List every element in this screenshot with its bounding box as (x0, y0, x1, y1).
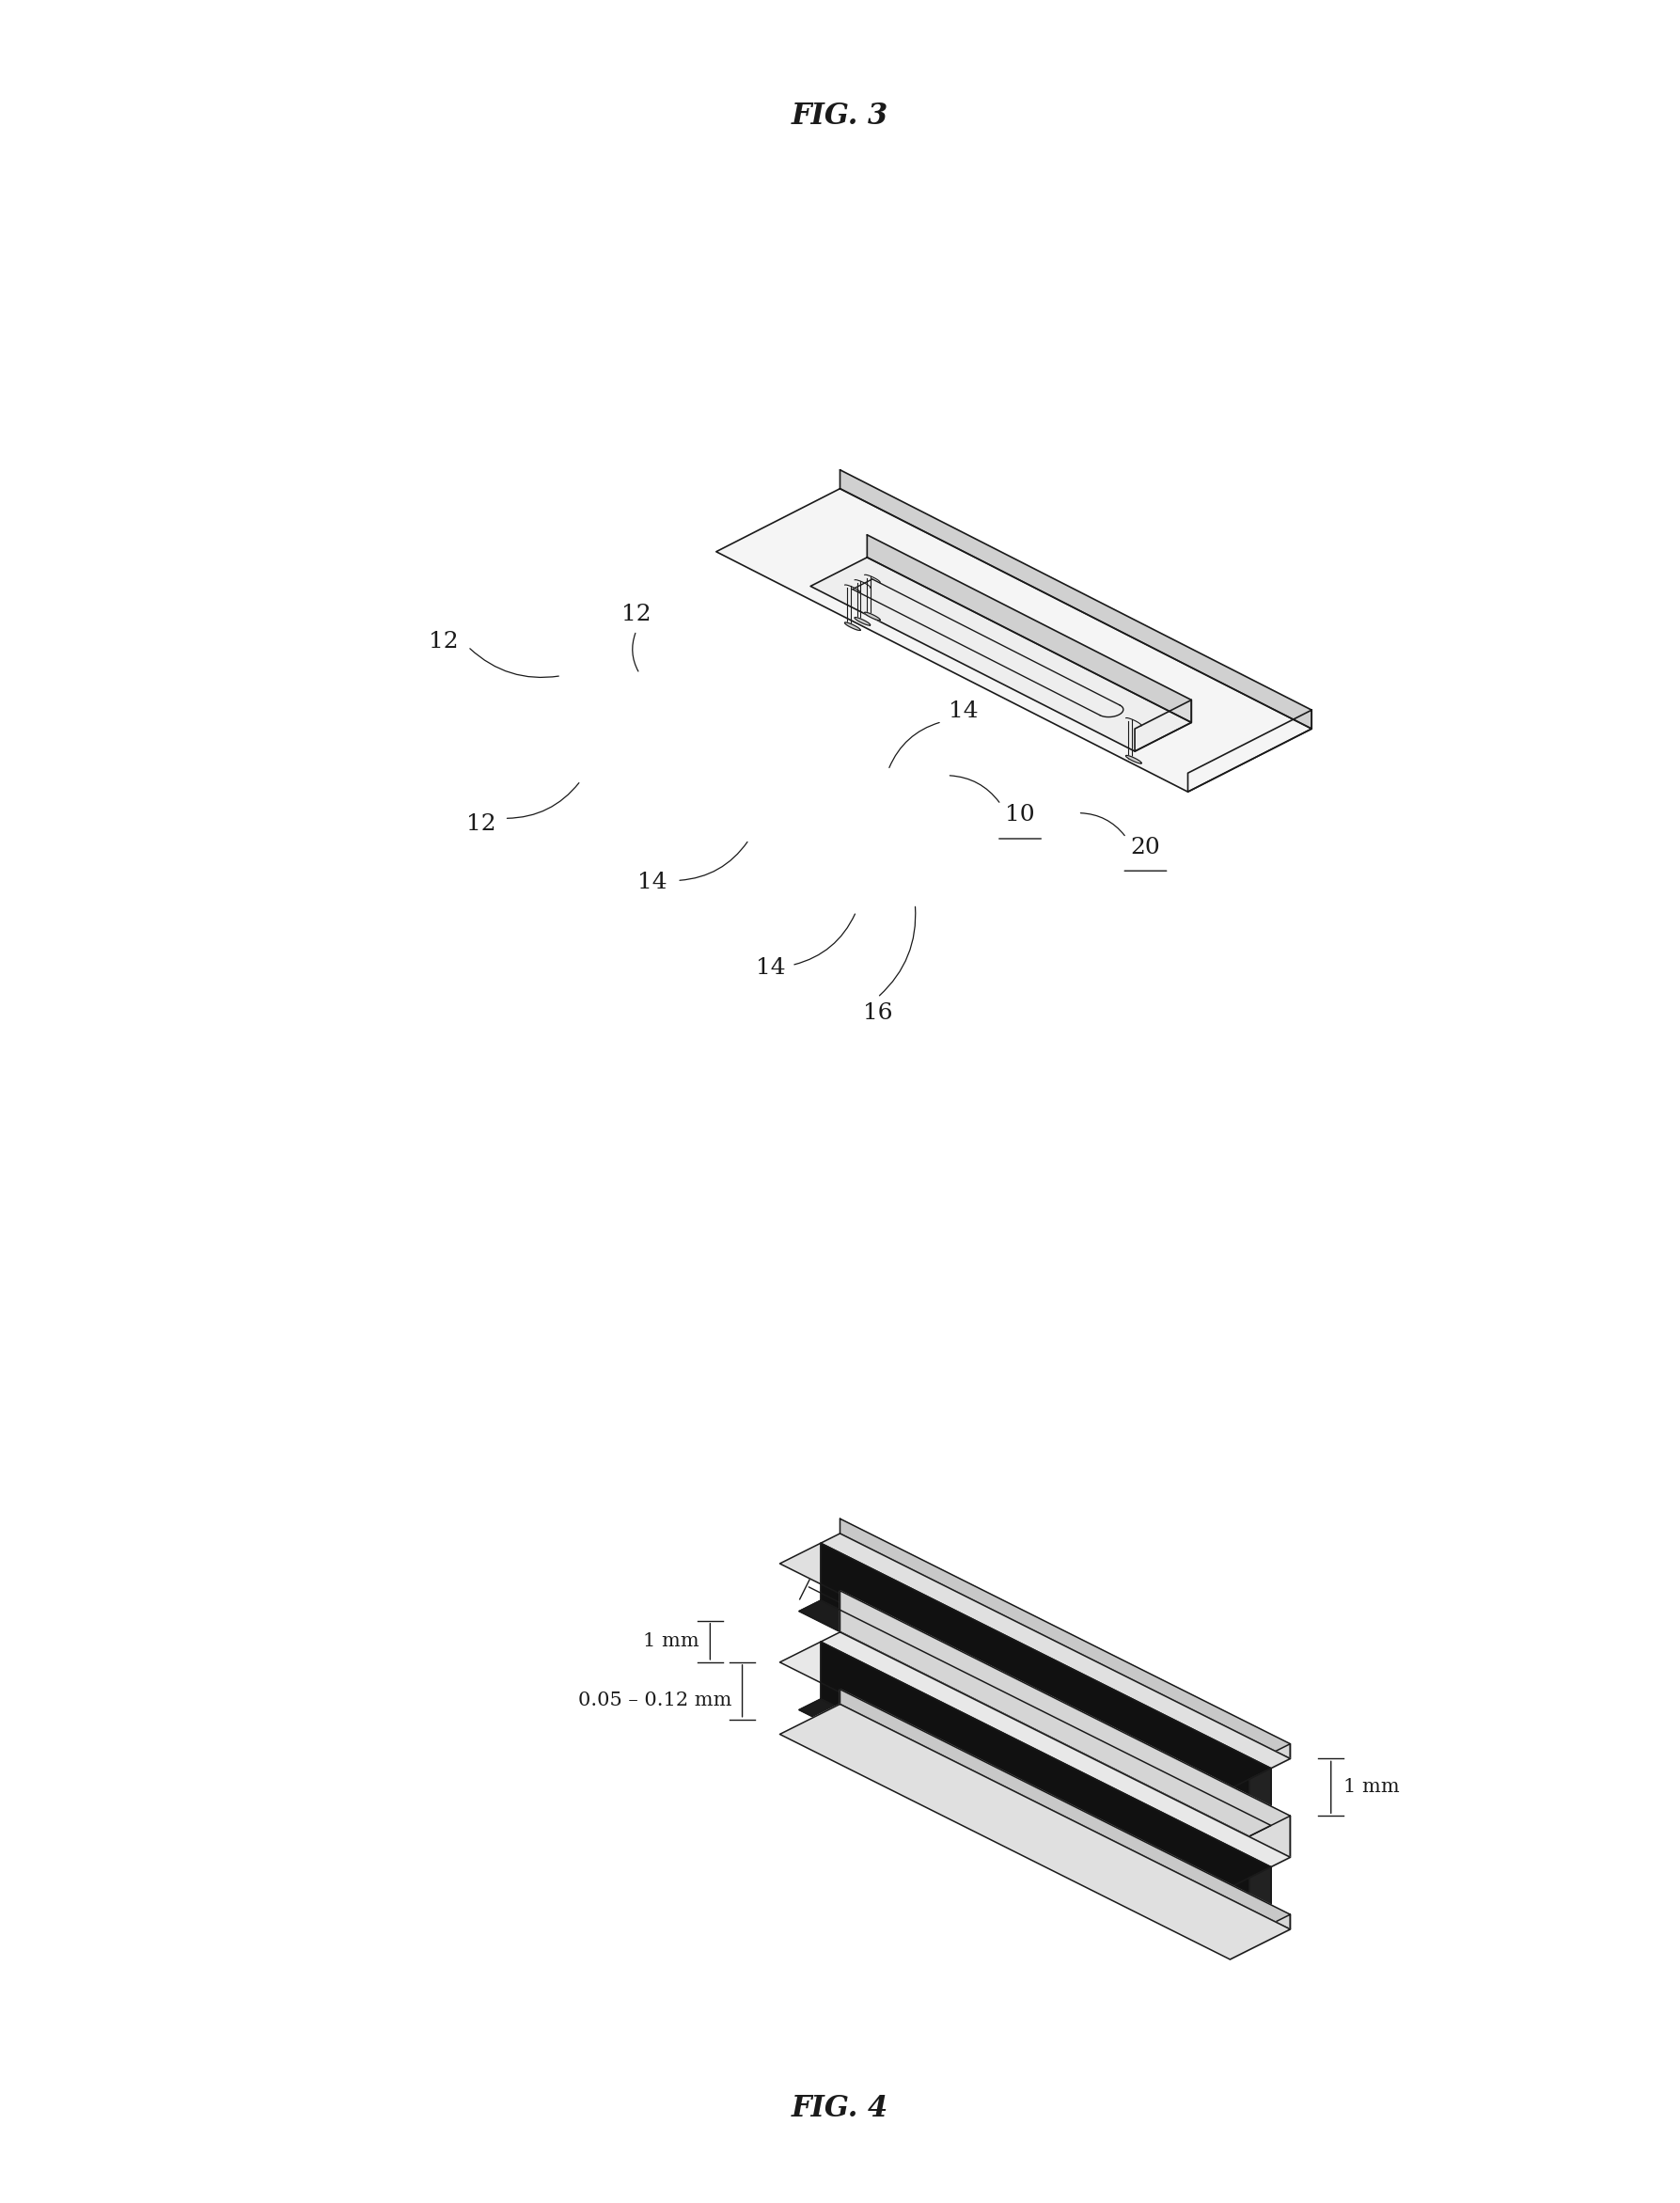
Polygon shape (867, 535, 1191, 723)
Text: 14: 14 (637, 872, 667, 894)
Polygon shape (855, 617, 870, 626)
Polygon shape (810, 557, 1191, 751)
Polygon shape (840, 1690, 1290, 1930)
Polygon shape (840, 1518, 1290, 1758)
Polygon shape (822, 1542, 1272, 1826)
Text: FIG. 3: FIG. 3 (791, 101, 889, 130)
Text: 35 mm: 35 mm (998, 1740, 1065, 1760)
Text: 0.05 – 0.12 mm: 0.05 – 0.12 mm (578, 1692, 731, 1710)
Text: 1 mm: 1 mm (643, 1632, 699, 1650)
Polygon shape (822, 1641, 1272, 1923)
Polygon shape (780, 1632, 1290, 1888)
Polygon shape (840, 469, 1312, 729)
Polygon shape (800, 1699, 1272, 1934)
Text: 16: 16 (862, 1002, 892, 1024)
Polygon shape (1250, 1866, 1272, 1934)
Polygon shape (865, 612, 880, 621)
Polygon shape (780, 1705, 1290, 1958)
Text: FIG. 4: FIG. 4 (791, 2093, 889, 2124)
Text: 14: 14 (756, 958, 785, 978)
Polygon shape (1230, 1914, 1290, 1958)
Text: 14: 14 (949, 701, 978, 723)
Polygon shape (845, 623, 860, 630)
Polygon shape (1134, 701, 1191, 751)
Text: 10: 10 (1005, 804, 1035, 826)
Polygon shape (840, 1591, 1290, 1857)
Text: 20: 20 (1131, 837, 1161, 859)
Text: 1 mm: 1 mm (1344, 1778, 1399, 1795)
Polygon shape (1230, 1815, 1290, 1888)
Polygon shape (1188, 709, 1312, 791)
Text: 12: 12 (428, 630, 459, 652)
Polygon shape (1250, 1769, 1272, 1837)
Polygon shape (1230, 1745, 1290, 1789)
Polygon shape (780, 1533, 1290, 1789)
Polygon shape (716, 489, 1312, 791)
Text: 12: 12 (465, 813, 496, 835)
Text: 12: 12 (622, 604, 652, 626)
Polygon shape (1126, 756, 1141, 764)
Polygon shape (800, 1599, 1272, 1837)
